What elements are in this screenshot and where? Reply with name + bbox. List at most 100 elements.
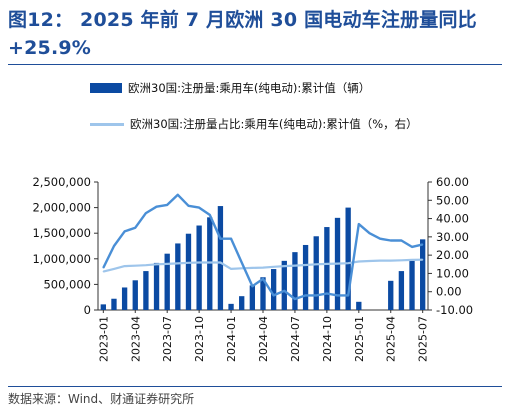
bar <box>324 227 330 310</box>
right-tick-label: 0.00 <box>436 285 462 299</box>
share-line-point <box>198 261 200 264</box>
share-line-point <box>411 259 413 261</box>
x-tick-label: 2023-10 <box>193 316 206 362</box>
x-tick-label: 2023-07 <box>161 316 174 362</box>
x-tick-label: 2024-10 <box>321 316 334 362</box>
share-line <box>103 258 423 273</box>
yoy-line-point <box>262 278 264 280</box>
legend-label-bars: 欧洲30国:注册量:乘用车(纯电动):累计值（辆） <box>128 81 371 95</box>
yoy-line-point <box>145 212 147 214</box>
yoy-line-point <box>368 232 371 234</box>
bar <box>249 285 256 310</box>
x-tick-label: 2025-04 <box>385 316 398 362</box>
share-line-point <box>241 267 243 269</box>
bar <box>302 244 309 310</box>
bar <box>185 233 192 310</box>
bar <box>398 271 405 310</box>
right-tick-label: 20.00 <box>436 248 469 262</box>
yoy-line-point <box>400 239 402 242</box>
bar <box>292 252 298 310</box>
bar <box>121 287 128 310</box>
yoy-line-point <box>283 290 285 292</box>
yoy-line-point <box>177 194 179 196</box>
yoy-line-point <box>198 207 200 209</box>
share-line-point <box>124 265 126 267</box>
bar <box>281 260 287 310</box>
yoy-line-point <box>411 246 413 248</box>
yoy-line-point <box>273 294 275 296</box>
bar <box>143 271 149 310</box>
title-rule <box>8 64 502 65</box>
right-tick-label: 50.00 <box>436 193 469 207</box>
x-tick-label: 2023-01 <box>97 316 110 362</box>
share-line-point <box>315 263 317 265</box>
x-tick-label: 2024-07 <box>289 316 302 362</box>
share-line-point <box>326 263 328 265</box>
bar <box>164 253 170 310</box>
yoy-line-point <box>315 294 317 296</box>
yoy-line-point <box>358 223 360 225</box>
legend-item-share: 欧洲30国:注册量占比:乘用车(纯电动):累计值（%，右） <box>90 116 430 132</box>
share-line-point <box>113 268 115 270</box>
yoy-line-point <box>102 267 104 269</box>
bar <box>388 280 394 310</box>
yoy-line-point <box>347 294 349 296</box>
yoy-line-point <box>155 206 158 208</box>
share-line-point <box>251 267 253 269</box>
yoy-line-point <box>187 205 190 207</box>
bar <box>132 280 138 310</box>
share-line-point <box>273 266 275 268</box>
bar <box>356 301 362 310</box>
bar <box>409 260 415 310</box>
yoy-line-point <box>422 243 424 245</box>
bar <box>270 269 277 310</box>
right-tick-label: 40.00 <box>436 212 469 226</box>
share-line-point <box>219 261 221 264</box>
yoy-line-point <box>326 292 328 295</box>
bar <box>175 243 181 310</box>
bar <box>345 207 351 310</box>
yoy-line-point <box>379 238 381 240</box>
legend-label-share: 欧洲30国:注册量占比:乘用车(纯电动):累计值（%，右） <box>130 117 418 131</box>
bar <box>420 239 426 310</box>
bar <box>100 304 106 310</box>
yoy-line-point <box>336 294 339 296</box>
yoy-line-point <box>166 204 168 206</box>
share-line-point <box>145 264 147 266</box>
share-line-point <box>134 265 136 267</box>
share-line-point <box>187 262 190 264</box>
share-line-point <box>262 267 264 269</box>
share-line-point <box>305 264 307 266</box>
bar <box>313 236 319 310</box>
share-line-point <box>379 260 381 262</box>
share-line-point <box>102 271 104 273</box>
share-line-point <box>368 260 371 262</box>
legend-item-bars: 欧洲30国:注册量:乘用车(纯电动):累计值（辆） <box>90 80 458 96</box>
left-tick-label: 1,500,000 <box>32 226 91 240</box>
legend-swatch-line <box>90 123 124 126</box>
left-tick-label: 500,000 <box>43 277 91 291</box>
x-tick-label: 2023-04 <box>129 316 142 362</box>
bar <box>153 262 160 310</box>
bar <box>217 206 224 310</box>
yoy-line-point <box>209 214 211 216</box>
right-tick-label: -10.00 <box>436 303 473 317</box>
yoy-line-point <box>124 230 126 232</box>
share-line-point <box>166 263 168 265</box>
legend-swatch-bar <box>90 83 122 93</box>
share-line-point <box>422 259 424 261</box>
left-tick-label: 2,500,000 <box>32 175 91 189</box>
bottom-rule <box>8 386 502 387</box>
share-line-point <box>209 261 211 264</box>
left-tick-label: 1,000,000 <box>32 252 91 266</box>
yoy-line-point <box>113 245 115 247</box>
share-line-point <box>177 262 179 264</box>
yoy-line-point <box>305 294 307 296</box>
right-tick-label: 60.00 <box>436 175 469 189</box>
yoy-line-point <box>251 285 253 287</box>
share-line-point <box>390 260 392 262</box>
share-line-point <box>358 260 360 263</box>
yoy-line-point <box>390 239 392 242</box>
right-tick-label: 30.00 <box>436 230 469 244</box>
